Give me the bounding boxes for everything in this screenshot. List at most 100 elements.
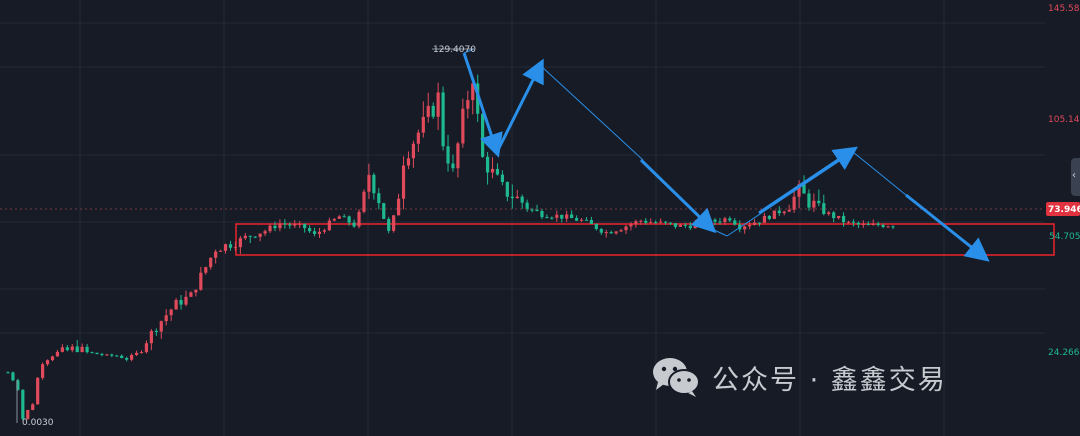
candle <box>327 217 331 231</box>
candle <box>85 344 89 354</box>
candle <box>515 189 519 199</box>
candle <box>718 218 722 225</box>
candle <box>505 181 509 202</box>
candle <box>70 343 74 353</box>
trend-line <box>852 151 907 196</box>
candle <box>214 249 218 264</box>
candle <box>26 409 30 420</box>
candle <box>634 219 638 228</box>
candle <box>352 219 356 228</box>
candle <box>644 218 648 225</box>
candle <box>545 214 549 219</box>
candle <box>149 329 153 351</box>
candle <box>856 221 860 229</box>
candle <box>307 225 312 233</box>
candle <box>134 350 139 357</box>
candle <box>693 219 697 229</box>
trend-arrow <box>905 193 990 262</box>
candle <box>41 362 45 380</box>
candle <box>159 320 163 339</box>
candle <box>322 228 327 234</box>
candle <box>772 210 776 220</box>
candle <box>841 212 846 227</box>
candle <box>317 227 322 238</box>
candle <box>144 340 149 354</box>
candle <box>827 210 831 216</box>
candle <box>624 225 628 234</box>
candle <box>293 220 297 229</box>
candle <box>90 351 94 354</box>
candle <box>748 221 752 230</box>
candle <box>510 184 514 209</box>
candle <box>520 194 524 209</box>
candle <box>421 101 425 138</box>
candle <box>50 355 55 362</box>
candle <box>792 187 796 213</box>
candle <box>832 211 836 223</box>
low-marker-label: 0.0030 <box>22 418 54 428</box>
y-tick-label: 105.1438 <box>1048 115 1080 125</box>
candle <box>31 403 35 411</box>
y-tick-label: 145.5825 <box>1048 4 1080 14</box>
trend-line <box>540 65 644 161</box>
candle <box>599 227 603 235</box>
candle <box>574 215 579 222</box>
candle <box>95 352 99 355</box>
candle <box>733 218 737 226</box>
trend-line <box>726 151 854 237</box>
watermark: 公众号 · 鑫鑫交易 <box>650 354 947 400</box>
candle <box>55 349 60 357</box>
candle <box>233 241 238 252</box>
candle <box>209 257 213 270</box>
candle <box>298 221 302 228</box>
candle <box>401 156 406 210</box>
candle <box>342 214 346 218</box>
candle <box>837 215 841 220</box>
candle <box>6 371 10 374</box>
support-zone-rect <box>235 223 1055 256</box>
candle <box>817 189 821 207</box>
candle <box>683 222 687 229</box>
candle <box>466 90 470 119</box>
candle <box>406 151 411 170</box>
candle <box>446 134 450 172</box>
candle <box>396 193 401 216</box>
candle <box>100 352 104 357</box>
candle <box>767 215 771 221</box>
candle <box>570 210 574 219</box>
candle <box>312 227 317 237</box>
candle <box>75 340 79 353</box>
trend-arrow <box>758 146 858 215</box>
grid <box>0 0 1045 436</box>
candle <box>179 295 183 310</box>
candle <box>678 223 683 228</box>
wechat-icon <box>650 354 702 400</box>
candle <box>728 216 732 223</box>
candle <box>757 222 762 227</box>
candle <box>604 229 608 238</box>
candle <box>125 356 129 362</box>
candle <box>377 188 381 210</box>
candle <box>288 222 292 229</box>
candle <box>777 206 781 216</box>
candle <box>387 216 391 234</box>
trend-arrow <box>639 158 717 234</box>
candle <box>495 163 500 176</box>
candle <box>456 141 460 178</box>
candle <box>762 213 767 223</box>
candle <box>846 220 851 224</box>
candle <box>120 354 124 359</box>
candle <box>654 220 658 224</box>
candle <box>560 214 564 223</box>
candle <box>36 376 40 405</box>
candle <box>871 219 875 226</box>
candle <box>263 229 267 237</box>
side-panel-toggle[interactable]: ‹ <box>1071 158 1080 196</box>
candle <box>752 218 757 226</box>
candle <box>268 223 272 234</box>
candle <box>21 389 25 421</box>
candle <box>105 353 109 356</box>
candle <box>426 92 430 123</box>
candle <box>337 214 341 219</box>
